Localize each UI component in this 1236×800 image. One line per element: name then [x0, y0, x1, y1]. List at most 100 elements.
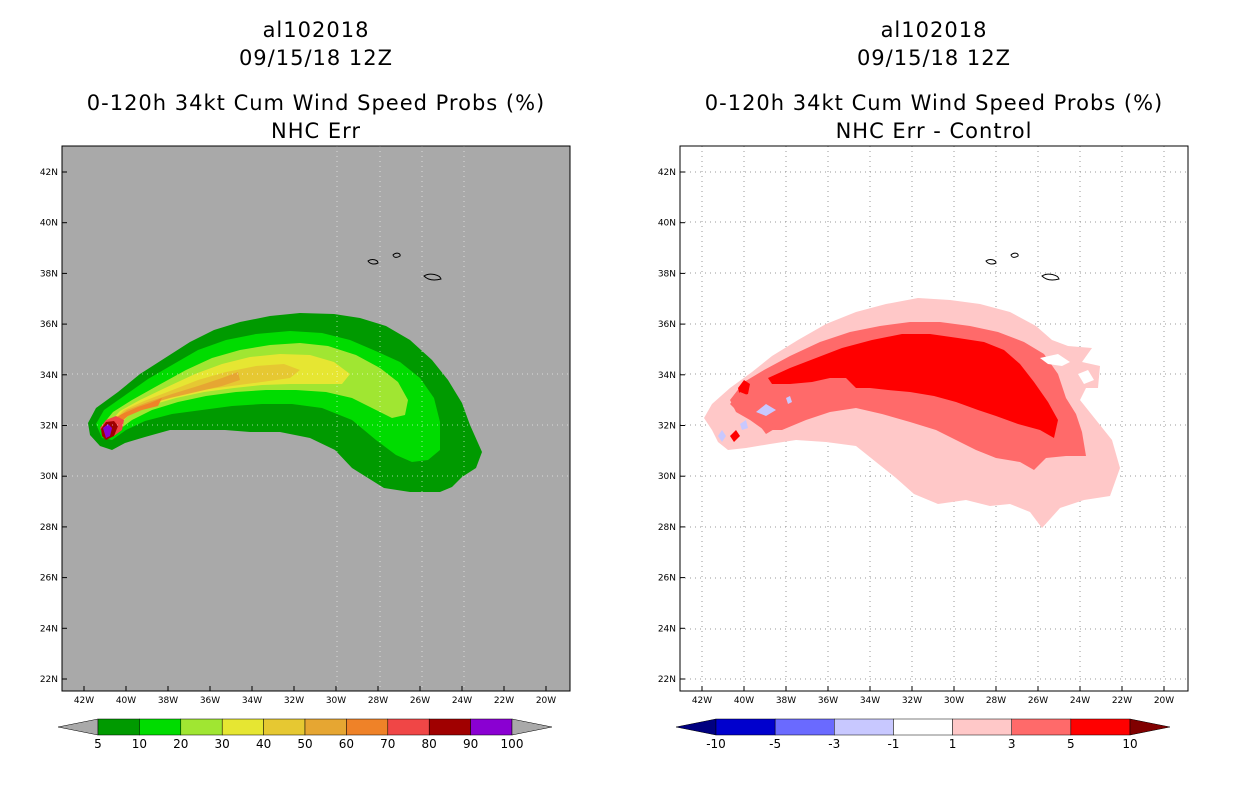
left-colorbar-swatch — [428, 718, 471, 736]
left-map-panel: 42N 40N 38N 36N 34N 32N 30N 28N 26N 24N 22N 42W 40W 3… — [40, 145, 571, 706]
left-colorbar-label: 20 — [173, 737, 188, 751]
left-colorbar-swatch — [470, 718, 513, 736]
right-storm-id: al102018 — [880, 18, 988, 42]
right-colorbar-label: 10 — [1122, 737, 1137, 751]
right-colorbar-under-arrow — [675, 718, 717, 736]
left-colorbar-label: 80 — [422, 737, 437, 751]
right-colorbar-swatch — [1070, 718, 1131, 736]
left-colorbar-label: 90 — [463, 737, 478, 751]
left-lon-label: 40W — [116, 696, 136, 706]
left-lat-label: 36N — [40, 320, 58, 330]
left-lat-label: 38N — [40, 269, 58, 279]
right-colorbar-label: -3 — [828, 737, 840, 751]
left-lat-label: 42N — [40, 168, 58, 178]
left-lon-label: 20W — [536, 696, 556, 706]
left-colorbar-swatch — [97, 718, 140, 736]
left-lat-label: 40N — [40, 219, 58, 229]
left-colorbar-label: 10 — [132, 737, 147, 751]
right-lat-label: 42N — [658, 168, 676, 178]
right-lon-label: 36W — [818, 696, 838, 706]
left-datetime: 09/15/18 12Z — [238, 46, 394, 70]
right-difference-contours — [704, 298, 1120, 528]
right-lon-label: 26W — [1028, 696, 1048, 706]
left-lon-label: 22W — [494, 696, 514, 706]
left-axis-ticks: 42N 40N 38N 36N 34N 32N 30N 28N 26N 24N 22N 42W 40W 3… — [40, 168, 556, 706]
left-product-title: 0-120h 34kt Cum Wind Speed Probs (%) — [86, 91, 546, 115]
right-lon-label: 34W — [860, 696, 880, 706]
left-lat-label: 26N — [40, 574, 58, 584]
left-colorbar-swatch — [346, 718, 389, 736]
right-colorbar-label: -10 — [706, 737, 726, 751]
right-colorbar-label: 3 — [1008, 737, 1016, 751]
left-lon-label: 32W — [284, 696, 304, 706]
right-lat-label: 32N — [658, 422, 676, 432]
left-colorbar-swatch — [304, 718, 347, 736]
right-colorbar-swatch — [952, 718, 1012, 736]
right-colorbar-swatch — [834, 718, 894, 736]
right-colorbar-label: -1 — [887, 737, 899, 751]
right-map-panel: 42N 40N 38N 36N 34N 32N 30N 28N 26N 24N 22N 42W 40W 3… — [658, 145, 1189, 706]
right-colorbar-over-arrow — [1129, 718, 1171, 736]
left-colorbar-swatch — [180, 718, 223, 736]
right-azores-islands — [985, 252, 1060, 281]
left-colorbar-label: 70 — [380, 737, 395, 751]
right-lat-label: 26N — [658, 574, 676, 584]
left-lat-label: 28N — [40, 523, 58, 533]
right-lat-label: 40N — [658, 219, 676, 229]
left-storm-id: al102018 — [262, 18, 370, 42]
right-colorbar: -10 -5 -3 -1 1 3 5 10 — [675, 718, 1171, 751]
left-map-frame — [61, 145, 571, 692]
left-lon-label: 30W — [326, 696, 346, 706]
right-colorbar-swatch — [715, 718, 776, 736]
right-lon-label: 40W — [734, 696, 754, 706]
left-lat-label: 34N — [40, 371, 58, 381]
left-lat-label: 24N — [40, 624, 58, 634]
right-lon-label: 38W — [776, 696, 796, 706]
right-lat-label: 22N — [658, 675, 676, 685]
right-colorbar-swatch — [774, 718, 835, 736]
right-colorbar-label: 1 — [949, 737, 957, 751]
left-lat-label: 22N — [40, 675, 58, 685]
right-lon-label: 30W — [944, 696, 964, 706]
right-map-frame — [679, 145, 1189, 692]
left-colorbar-label: 5 — [94, 737, 102, 751]
left-colorbar-swatch — [139, 718, 182, 736]
left-lon-label: 34W — [242, 696, 262, 706]
left-colorbar-label: 60 — [339, 737, 354, 751]
right-datetime: 09/15/18 12Z — [856, 46, 1012, 70]
right-colorbar-label: 5 — [1067, 737, 1075, 751]
left-colorbar-swatch — [221, 718, 264, 736]
left-colorbar-under-arrow — [57, 718, 99, 736]
right-lon-label: 24W — [1070, 696, 1090, 706]
left-lon-label: 36W — [200, 696, 220, 706]
right-lon-label: 20W — [1154, 696, 1174, 706]
left-lon-label: 42W — [74, 696, 94, 706]
right-colorbar-swatch — [893, 718, 953, 736]
right-product-title: 0-120h 34kt Cum Wind Speed Probs (%) — [704, 91, 1164, 115]
right-lon-label: 28W — [986, 696, 1006, 706]
right-lon-label: 42W — [692, 696, 712, 706]
right-lat-label: 34N — [658, 371, 676, 381]
right-lat-label: 24N — [658, 624, 676, 634]
left-colorbar-swatch — [387, 718, 430, 736]
right-colorbar-label: -5 — [769, 737, 781, 751]
left-colorbar-label: 30 — [215, 737, 230, 751]
right-gridlines — [680, 146, 1188, 691]
left-lat-label: 32N — [40, 422, 58, 432]
left-lon-label: 38W — [158, 696, 178, 706]
left-colorbar-swatch — [263, 718, 306, 736]
left-azores-islands — [367, 252, 442, 281]
left-probability-contours — [88, 313, 482, 492]
left-colorbar-label: 40 — [256, 737, 271, 751]
left-gridlines — [62, 146, 570, 691]
left-colorbar-label: 100 — [501, 737, 524, 751]
right-lon-label: 22W — [1112, 696, 1132, 706]
left-lon-label: 28W — [368, 696, 388, 706]
right-lat-label: 28N — [658, 523, 676, 533]
right-lat-label: 38N — [658, 269, 676, 279]
right-lon-label: 32W — [902, 696, 922, 706]
left-colorbar-over-arrow — [511, 718, 553, 736]
left-colorbar-label: 50 — [297, 737, 312, 751]
right-subtitle: NHC Err - Control — [835, 119, 1033, 143]
